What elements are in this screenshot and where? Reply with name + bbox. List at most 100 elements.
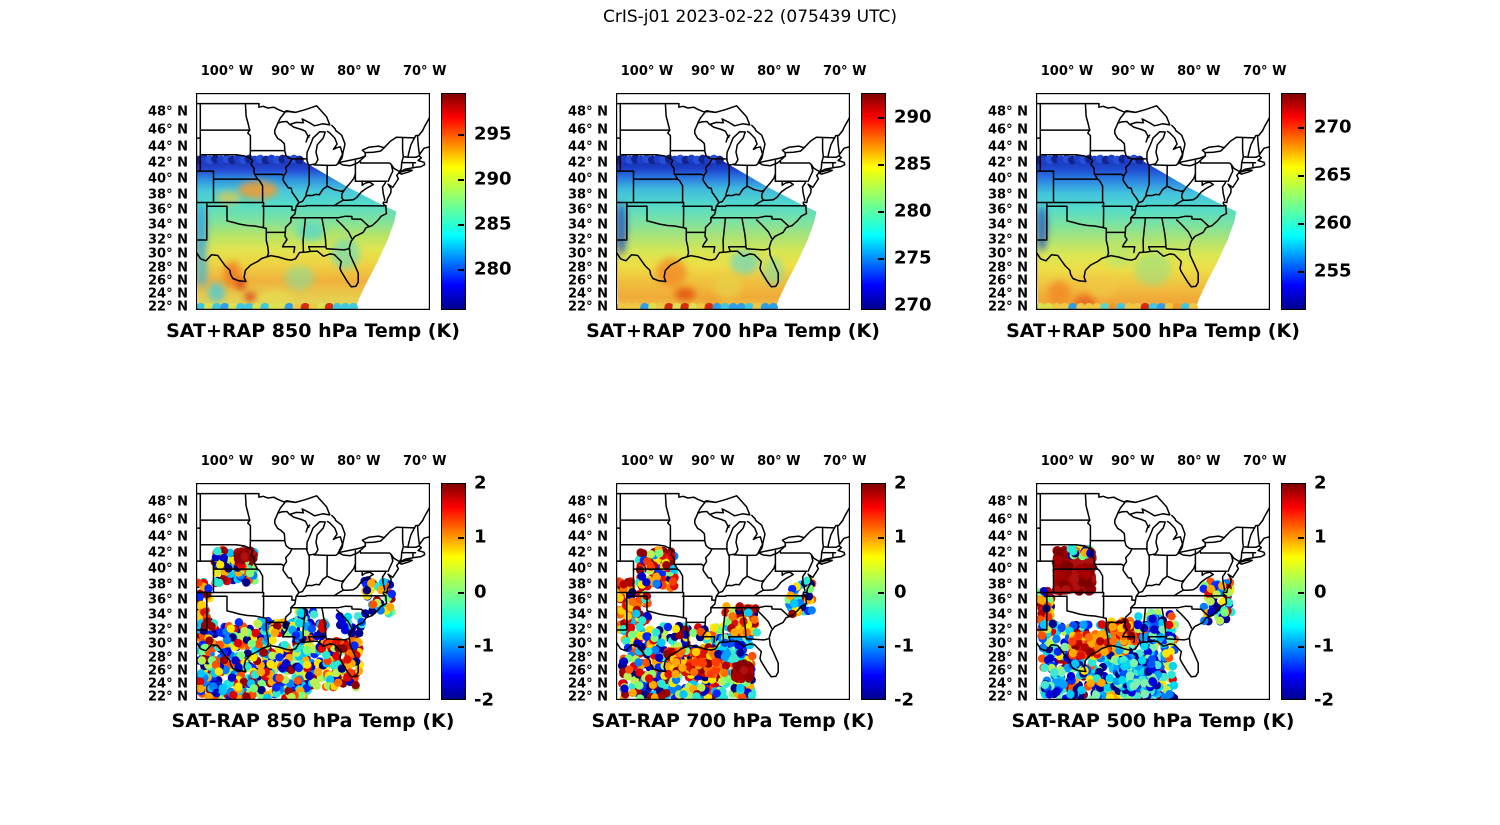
map-temperature-field bbox=[616, 93, 850, 310]
lat-tick-label: 36° N bbox=[988, 202, 1028, 218]
panel-title: SAT+RAP 700 hPa Temp (K) bbox=[586, 320, 880, 342]
colorbar-tick-label: 1 bbox=[474, 526, 487, 548]
lat-tick-label: 26° N bbox=[988, 273, 1028, 289]
lat-tick-label: 42° N bbox=[568, 545, 608, 561]
lat-tick-label: 26° N bbox=[988, 663, 1028, 679]
lat-tick-label: 24° N bbox=[568, 286, 608, 302]
state-borders bbox=[616, 102, 850, 288]
lat-tick-label: 36° N bbox=[568, 592, 608, 608]
colorbar-tick-label: 255 bbox=[1314, 260, 1352, 282]
lat-tick-label: 22° N bbox=[988, 299, 1028, 315]
lat-tick-label: 28° N bbox=[568, 260, 608, 276]
colorbar-tick bbox=[878, 163, 884, 166]
temperature-field bbox=[1036, 154, 1237, 310]
lat-tick-label: 38° N bbox=[988, 187, 1028, 203]
lat-tick-label: 40° N bbox=[568, 561, 608, 577]
panel-sat-minus-rap-500: 100° W 90° W 80° W 70° W 48° N 46° N 44° N 42° … bbox=[966, 448, 1386, 748]
colorbar-tick bbox=[878, 537, 884, 540]
lat-tick-label: 22° N bbox=[148, 689, 188, 705]
map-difference-scatter bbox=[616, 483, 850, 700]
lat-tick-label: 38° N bbox=[568, 577, 608, 593]
lon-tick-label: 80° W bbox=[1177, 64, 1221, 79]
temperature-field bbox=[616, 154, 817, 310]
panel-sat-plus-rap-700: 100° W 90° W 80° W 70° W 48° N 46° N 44° N 42° … bbox=[546, 58, 966, 358]
colorbar-tick bbox=[878, 258, 884, 261]
lon-tick-label: 100° W bbox=[1040, 64, 1094, 79]
colorbar-tick bbox=[458, 269, 464, 272]
lat-tick-label: 26° N bbox=[148, 273, 188, 289]
colorbar-tick bbox=[458, 591, 464, 594]
colorbar bbox=[441, 93, 466, 310]
colorbar-tick-label: 1 bbox=[1314, 526, 1327, 548]
state-borders bbox=[1036, 492, 1270, 678]
colorbar bbox=[1281, 483, 1306, 700]
lat-tick-label: 34° N bbox=[568, 607, 608, 623]
lat-tick-label: 32° N bbox=[568, 622, 608, 638]
colorbar-tick bbox=[878, 591, 884, 594]
colorbar-tick-label: 290 bbox=[474, 168, 512, 190]
state-borders bbox=[196, 102, 430, 288]
map-frame bbox=[616, 93, 850, 310]
colorbar-tick bbox=[458, 178, 464, 181]
lat-tick-label: 42° N bbox=[988, 155, 1028, 171]
lat-tick-label: 34° N bbox=[988, 217, 1028, 233]
lat-tick-label: 34° N bbox=[148, 607, 188, 623]
lat-tick-label: 46° N bbox=[988, 512, 1028, 528]
lon-tick-label: 80° W bbox=[337, 64, 381, 79]
lat-tick-label: 48° N bbox=[148, 494, 188, 510]
lat-tick-label: 46° N bbox=[988, 122, 1028, 138]
lat-tick-label: 34° N bbox=[568, 217, 608, 233]
lat-tick-label: 40° N bbox=[148, 171, 188, 187]
lat-tick-label: 26° N bbox=[148, 663, 188, 679]
lat-tick-label: 46° N bbox=[568, 122, 608, 138]
lat-tick-label: 22° N bbox=[568, 689, 608, 705]
lat-tick-label: 24° N bbox=[568, 676, 608, 692]
colorbar-tick-label: 0 bbox=[894, 581, 907, 602]
difference-scatter bbox=[616, 546, 817, 700]
lon-tick-label: 90° W bbox=[691, 64, 735, 79]
lon-tick-label: 90° W bbox=[271, 64, 315, 79]
panel-title: SAT-RAP 700 hPa Temp (K) bbox=[591, 710, 875, 732]
lat-tick-label: 48° N bbox=[568, 104, 608, 120]
lat-tick-label: 36° N bbox=[568, 202, 608, 218]
colorbar-tick bbox=[1298, 126, 1304, 129]
colorbar-tick bbox=[878, 116, 884, 119]
lon-tick-label: 80° W bbox=[757, 64, 801, 79]
lat-tick-label: 34° N bbox=[148, 217, 188, 233]
colorbar-tick-label: 285 bbox=[474, 213, 512, 235]
lat-tick-label: 44° N bbox=[148, 139, 188, 154]
colorbar-tick bbox=[1298, 223, 1304, 226]
lat-tick-label: 28° N bbox=[568, 650, 608, 666]
lat-tick-label: 42° N bbox=[988, 545, 1028, 561]
figure-title: CrIS-j01 2023-02-22 (075439 UTC) bbox=[602, 7, 898, 27]
panel-title: SAT-RAP 500 hPa Temp (K) bbox=[1011, 710, 1295, 732]
colorbar-tick-label: 285 bbox=[894, 153, 932, 175]
lon-tick-label: 70° W bbox=[822, 454, 867, 469]
lon-tick-label: 90° W bbox=[271, 454, 315, 469]
lat-tick-label: 24° N bbox=[988, 286, 1028, 302]
lat-tick-label: 42° N bbox=[568, 155, 608, 171]
lat-tick-label: 30° N bbox=[568, 246, 608, 262]
lon-tick-label: 100° W bbox=[200, 454, 254, 469]
lat-tick-label: 36° N bbox=[988, 592, 1028, 608]
colorbar-tick bbox=[458, 133, 464, 136]
lat-tick-label: 46° N bbox=[568, 512, 608, 528]
lat-tick-label: 22° N bbox=[568, 299, 608, 315]
colorbar-tick-label: 260 bbox=[1314, 212, 1352, 234]
panel-title: SAT+RAP 500 hPa Temp (K) bbox=[1006, 320, 1300, 342]
colorbar-tick-label: 270 bbox=[894, 294, 932, 316]
colorbar-tick bbox=[1298, 175, 1304, 177]
lat-tick-label: 46° N bbox=[148, 512, 188, 528]
colorbar-tick bbox=[1298, 537, 1304, 540]
colorbar-tick-label: 2 bbox=[1314, 472, 1327, 494]
colorbar-tick-label: 280 bbox=[894, 200, 932, 222]
panel-sat-plus-rap-500: 100° W 90° W 80° W 70° W 48° N 46° N 44° N 42° … bbox=[966, 58, 1386, 358]
lat-tick-label: 22° N bbox=[988, 689, 1028, 705]
colorbar-tick-label: 270 bbox=[1314, 116, 1352, 138]
lat-tick-label: 32° N bbox=[988, 622, 1028, 638]
lon-tick-label: 90° W bbox=[1111, 454, 1155, 469]
colorbar bbox=[441, 483, 466, 700]
lat-tick-label: 22° N bbox=[148, 299, 188, 315]
difference-scatter bbox=[196, 545, 396, 700]
lat-tick-label: 40° N bbox=[988, 561, 1028, 577]
